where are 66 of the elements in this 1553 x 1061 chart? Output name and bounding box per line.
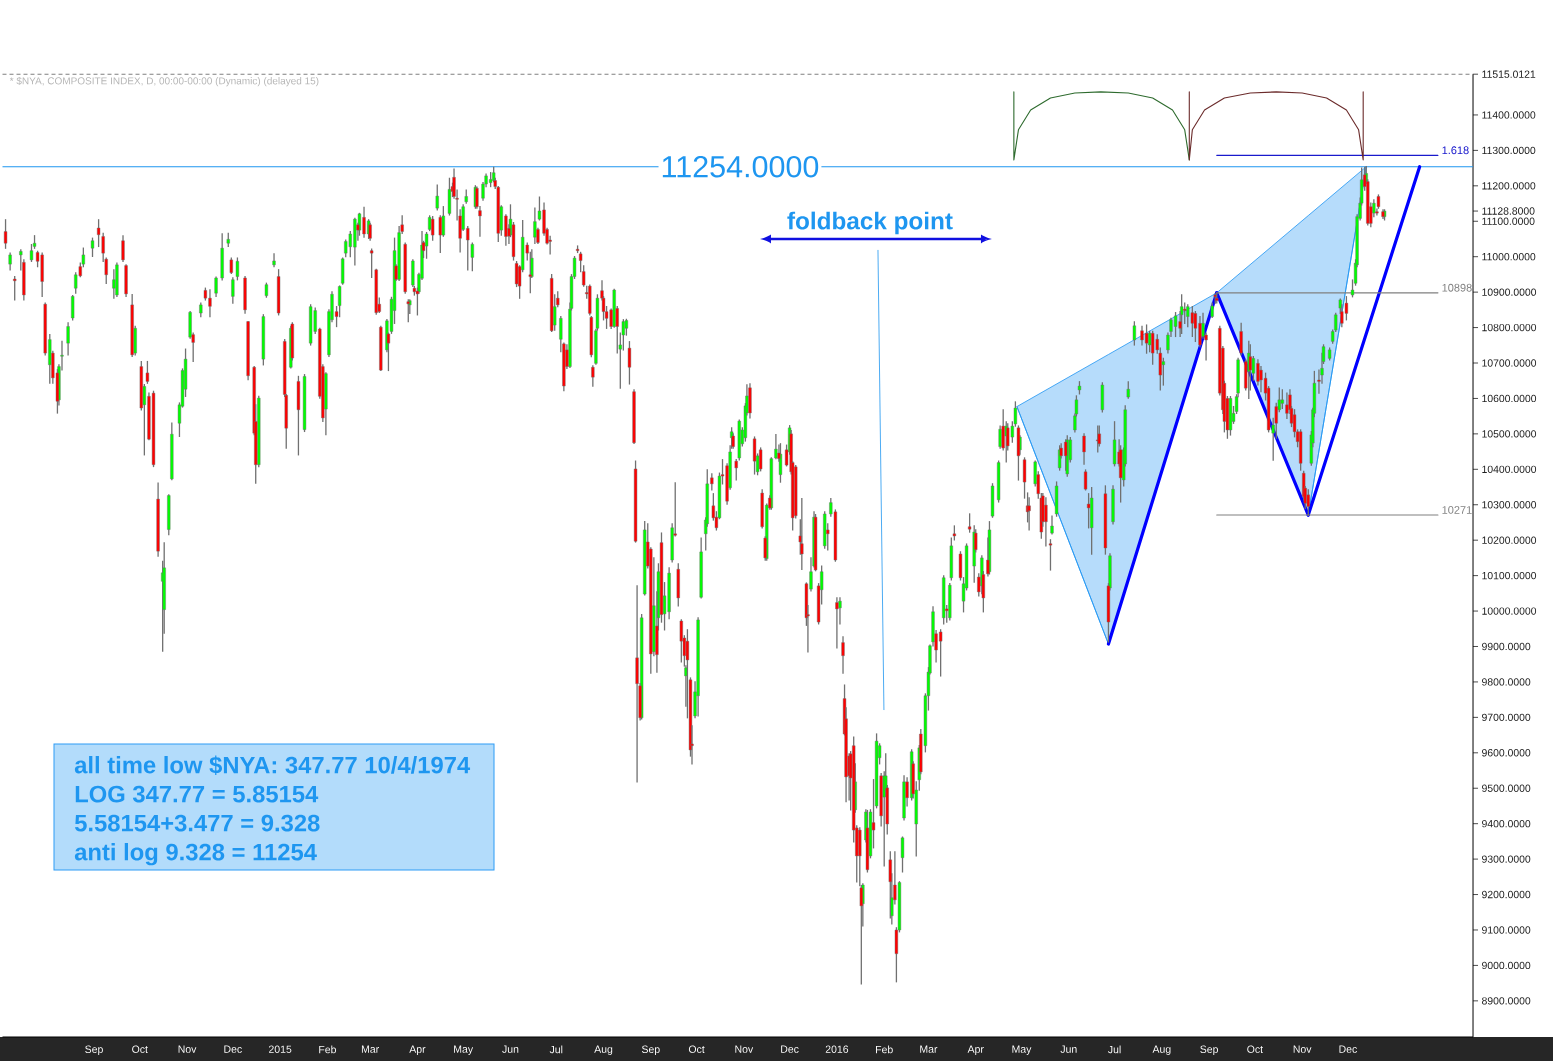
annotation: all time low $NYA: 347.77 10/4/1974 — [74, 755, 471, 776]
y-tick-label: 9900.0000 — [1482, 642, 1531, 651]
y-tick-label: 11100.0000 — [1482, 217, 1535, 225]
y-tick-label: 10500.0000 — [1482, 430, 1537, 438]
x-tick-label: Jun — [1060, 1045, 1077, 1053]
y-tick-label: 9700.0000 — [1482, 713, 1531, 722]
y-tick-label: 9100.0000 — [1482, 926, 1531, 934]
annotation: anti log 9.328 = 11254 — [74, 843, 317, 866]
y-tick-label: 9300.0000 — [1482, 855, 1531, 863]
y-tick-label: 11400.0000 — [1482, 111, 1536, 119]
x-tick-label: Mar — [920, 1045, 938, 1053]
y-tick-label: 9200.0000 — [1482, 890, 1531, 899]
x-tick-label: Nov — [1293, 1045, 1312, 1053]
y-tick-label: 9800.0000 — [1482, 678, 1531, 686]
y-tick-label: 10300.0000 — [1482, 501, 1537, 509]
ref-line-label: 11254.0000 — [662, 155, 819, 178]
y-tick-label: 11000.0000 — [1482, 253, 1536, 261]
x-tick-label: Aug — [1152, 1045, 1171, 1055]
x-tick-label: May — [454, 1045, 474, 1055]
chart-title: * $NYA, COMPOSITE INDEX, D, 00:00-00:00 (Dynamic) (delayed 15) — [9, 76, 319, 87]
x-tick-label: Dec — [1339, 1045, 1357, 1053]
y-tick-label: 8900.0000 — [1482, 997, 1531, 1005]
y-tick-label: 11128.8000 — [1482, 207, 1535, 215]
x-tick-label: Sep — [641, 1045, 660, 1056]
x-tick-label: Feb — [319, 1045, 337, 1054]
x-tick-label: Jul — [1107, 1045, 1121, 1054]
y-tick-label: 11515.0121 — [1482, 70, 1536, 78]
x-tick-label: Nov — [735, 1045, 754, 1053]
y-tick-label: 10600.0000 — [1482, 394, 1537, 403]
annotation: LOG 347.77 = 5.85154 — [75, 785, 319, 803]
x-tick-label: Sep — [1200, 1045, 1219, 1056]
x-tick-label: Jun — [502, 1045, 519, 1053]
series-label: 10271 — [1442, 506, 1472, 514]
x-tick-label: Apr — [967, 1045, 984, 1055]
y-tick-label: 9400.0000 — [1482, 819, 1531, 828]
y-tick-label: 10900.0000 — [1482, 288, 1537, 296]
x-tick-label: 2016 — [825, 1045, 849, 1053]
x-tick-label: Feb — [876, 1045, 893, 1054]
x-tick-label: Jul — [549, 1045, 563, 1054]
x-tick-label: Sep — [85, 1045, 103, 1056]
y-tick-label: 9000.0000 — [1482, 961, 1531, 970]
y-tick-label: 9500.0000 — [1482, 784, 1531, 792]
x-tick-label: Dec — [224, 1045, 242, 1053]
x-tick-label: 2015 — [268, 1045, 292, 1053]
x-tick-label: Dec — [781, 1045, 799, 1053]
y-tick-label: 10700.0000 — [1482, 359, 1537, 367]
x-tick-label: Mar — [361, 1045, 379, 1053]
x-tick-label: Apr — [409, 1045, 426, 1055]
x-tick-label: Oct — [688, 1045, 705, 1053]
series-label: 10898 — [1442, 283, 1472, 292]
y-tick-label: 10400.0000 — [1482, 465, 1537, 473]
y-tick-label: 10100.0000 — [1482, 571, 1537, 580]
annotation: 5.58154+3.477 = 9.328 — [74, 814, 320, 832]
series-label: 1.618 — [1442, 146, 1469, 155]
y-tick-label: 10200.0000 — [1482, 536, 1537, 544]
y-tick-label: 11200.0000 — [1482, 182, 1536, 190]
x-tick-label: May — [1012, 1045, 1032, 1055]
y-tick-label: 9600.0000 — [1482, 749, 1531, 757]
y-tick-label: 11300.0000 — [1482, 146, 1536, 155]
annotation: foldback point — [787, 211, 953, 235]
x-tick-label: Oct — [1247, 1045, 1263, 1053]
y-tick-label: 10000.0000 — [1482, 607, 1537, 615]
y-tick-label: 10800.0000 — [1482, 323, 1537, 332]
x-tick-label: Oct — [132, 1045, 148, 1053]
x-tick-label: Nov — [178, 1045, 197, 1053]
x-tick-label: Aug — [594, 1045, 613, 1055]
